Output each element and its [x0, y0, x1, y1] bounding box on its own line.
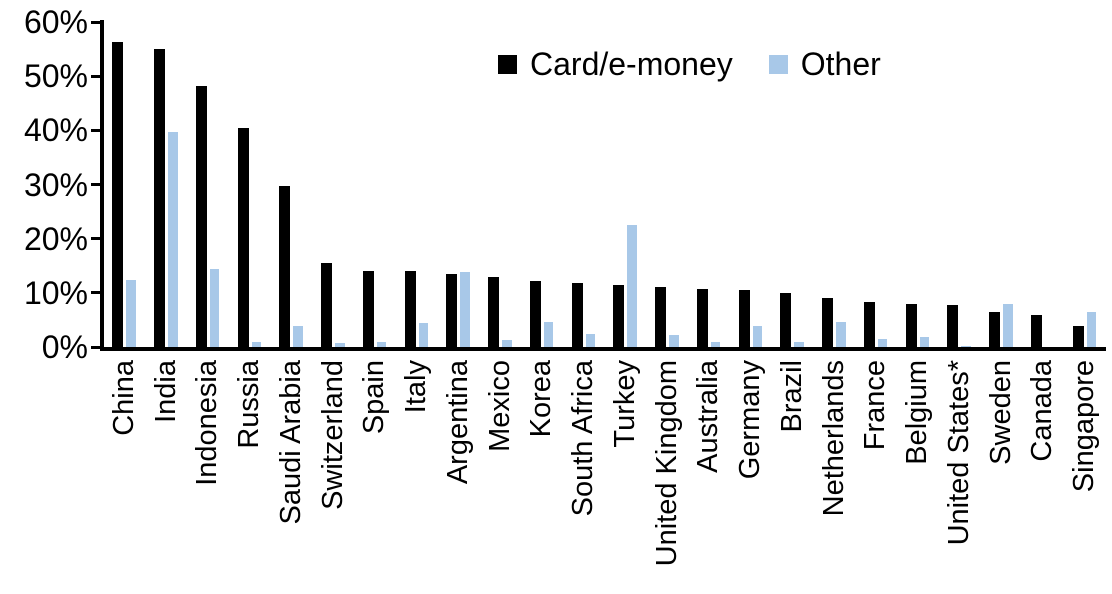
- x-axis-label-united-states: United States*: [942, 360, 975, 546]
- y-axis-label-40: 40%: [23, 112, 88, 149]
- bar-other-netherlands: [836, 321, 846, 347]
- legend-swatch-card-e-money: [498, 55, 517, 74]
- bar-card-e-money-canada: [1030, 315, 1042, 347]
- bar-other-brazil: [794, 341, 804, 347]
- x-axis-label-united-kingdom: United Kingdom: [650, 360, 683, 567]
- bar-card-e-money-netherlands: [822, 298, 834, 347]
- y-axis-label-10: 10%: [23, 274, 88, 311]
- bar-other-argentina: [460, 272, 470, 347]
- bar-other-russia: [251, 342, 262, 347]
- bar-other-spain: [376, 342, 387, 347]
- bar-other-saudi-arabia: [293, 326, 303, 347]
- bar-card-e-money-indonesia: [195, 85, 207, 347]
- y-axis-tick-0: [91, 345, 103, 349]
- x-axis-label-russia: Russia: [233, 360, 266, 449]
- x-axis-label-south-africa: South Africa: [567, 360, 600, 517]
- bar-other-china: [126, 280, 136, 347]
- bar-card-e-money-south-africa: [571, 283, 583, 347]
- y-axis-label-0: 0%: [41, 329, 88, 365]
- legend-swatch-other: [768, 55, 788, 74]
- y-axis-label-50: 50%: [23, 58, 88, 95]
- x-axis-label-indonesia: Indonesia: [191, 360, 224, 486]
- y-axis-tick-10: [91, 291, 103, 295]
- x-axis-label-turkey: Turkey: [608, 360, 641, 448]
- bar-other-singapore: [1086, 311, 1097, 347]
- legend-label-card-e-money: Card/e-money: [530, 46, 733, 82]
- bar-card-e-money-united-states: [947, 304, 959, 347]
- bar-card-e-money-argentina: [446, 273, 458, 347]
- bar-card-e-money-china: [112, 42, 124, 347]
- bar-other-belgium: [919, 337, 930, 347]
- bar-card-e-money-germany: [738, 290, 750, 347]
- x-axis-label-singapore: Singapore: [1068, 360, 1101, 493]
- bar-other-india: [168, 131, 178, 347]
- bar-card-e-money-saudi-arabia: [279, 185, 291, 347]
- legend-item-other: Other: [768, 46, 881, 83]
- y-axis-tick-50: [91, 74, 103, 78]
- bar-other-germany: [752, 325, 763, 347]
- bar-card-e-money-russia: [237, 127, 249, 347]
- x-axis-label-sweden: Sweden: [984, 360, 1017, 465]
- bar-card-e-money-italy: [404, 271, 416, 347]
- bar-card-e-money-spain: [362, 271, 374, 347]
- bar-other-switzerland: [335, 343, 345, 347]
- bar-other-united-kingdom: [669, 335, 679, 347]
- bar-other-france: [877, 339, 888, 347]
- bar-card-e-money-singapore: [1072, 325, 1084, 347]
- legend-label-other: Other: [800, 46, 881, 82]
- x-axis-label-switzerland: Switzerland: [316, 360, 349, 510]
- bar-other-sweden: [1003, 304, 1013, 347]
- y-axis-label-20: 20%: [23, 220, 88, 257]
- x-axis-line: [100, 347, 1106, 351]
- bar-card-e-money-belgium: [905, 304, 917, 347]
- chart-legend: Card/e-money Other: [498, 46, 881, 83]
- bar-card-e-money-france: [863, 301, 875, 347]
- x-axis-label-saudi-arabia: Saudi Arabia: [274, 360, 307, 525]
- y-axis-label-30: 30%: [23, 166, 88, 203]
- bar-other-australia: [710, 341, 721, 347]
- x-axis-label-china: China: [107, 360, 140, 436]
- x-axis-label-canada: Canada: [1026, 360, 1059, 462]
- x-axis-label-brazil: Brazil: [775, 360, 808, 433]
- bar-card-e-money-mexico: [488, 276, 500, 347]
- bar-card-e-money-turkey: [613, 284, 625, 347]
- x-axis-label-mexico: Mexico: [483, 360, 516, 452]
- bar-other-korea: [543, 322, 554, 347]
- bar-other-indonesia: [209, 269, 220, 347]
- bar-other-italy: [418, 322, 429, 347]
- bar-card-e-money-australia: [696, 288, 708, 347]
- x-axis-label-italy: Italy: [400, 360, 433, 414]
- y-axis-tick-30: [91, 183, 103, 186]
- x-axis-label-korea: Korea: [525, 360, 558, 438]
- x-axis-label-belgium: Belgium: [901, 360, 934, 465]
- y-axis-tick-20: [91, 237, 103, 241]
- bar-other-turkey: [627, 225, 637, 347]
- bar-card-e-money-switzerland: [321, 263, 333, 347]
- x-axis-label-spain: Spain: [358, 360, 391, 435]
- y-axis-tick-40: [91, 128, 103, 132]
- bar-other-mexico: [502, 339, 512, 347]
- x-axis-label-netherlands: Netherlands: [817, 360, 850, 517]
- bar-card-e-money-sweden: [989, 312, 1001, 347]
- y-axis-tick-60: [91, 20, 103, 24]
- legend-item-card-e-money: Card/e-money: [498, 46, 733, 83]
- bar-card-e-money-united-kingdom: [655, 287, 667, 347]
- x-axis-label-germany: Germany: [734, 360, 767, 480]
- x-axis-label-india: India: [149, 360, 182, 423]
- y-axis-label-60: 60%: [23, 4, 88, 40]
- bar-card-e-money-india: [154, 48, 166, 347]
- bar-card-e-money-brazil: [780, 292, 792, 347]
- x-axis-label-argentina: Argentina: [441, 360, 474, 485]
- x-axis-label-france: France: [859, 360, 892, 451]
- bar-card-e-money-korea: [529, 280, 541, 347]
- bar-other-south-africa: [585, 334, 596, 347]
- x-axis-label-australia: Australia: [692, 360, 725, 473]
- bar-other-united-states: [961, 345, 971, 347]
